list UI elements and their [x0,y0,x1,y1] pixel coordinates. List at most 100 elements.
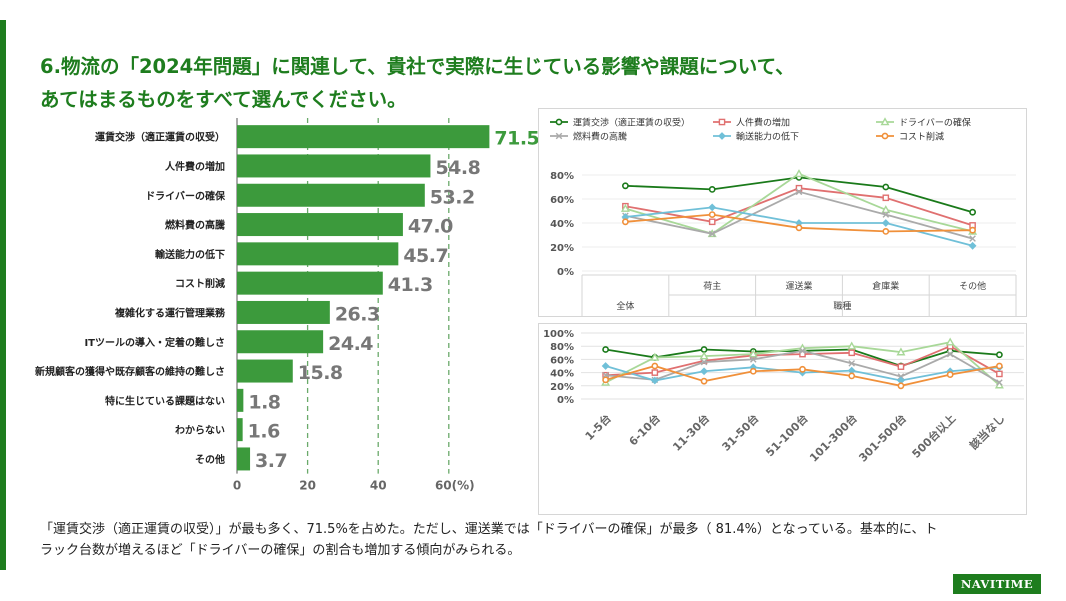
line-point [995,362,1003,370]
bar-value-label: 26.3 [335,303,380,325]
line-point [650,376,659,385]
bar-value-label: 24.4 [328,333,373,355]
line-point [882,228,890,235]
bar-category-label: 燃料費の高騰 [165,219,226,232]
y-tick-label: 0% [557,267,574,278]
line-point [700,377,708,385]
line-point [651,362,659,370]
x-category-label: 11-30台 [670,411,713,454]
bar [237,183,425,207]
bar-category-label: その他 [195,453,225,466]
line-point [995,351,1003,359]
line-point [718,132,726,140]
line-point [945,337,955,346]
bar-chart-x-tick-label: 60(%) [435,479,475,493]
x-category-label: 運送業 [785,280,812,292]
line-point [794,169,804,178]
line-point [897,382,905,390]
bar-chart-x-tick-label: 0 [233,479,241,493]
line-point [946,350,954,358]
line-point [749,356,757,363]
line-point [708,203,717,212]
series-line [625,176,973,214]
page-title-line-1: 6.物流の「2024年問題」に関連して、貴社で実際に生じている影響や課題について… [40,55,795,78]
legend-label: コスト削減 [899,131,944,143]
x-category-label: 荷主 [703,280,721,292]
line-chart-frame [538,108,1027,317]
bar-category-label: 特に生じている課題はない [105,394,225,407]
line-point [749,367,757,375]
line-point [881,205,891,214]
line-point [969,235,976,242]
bar [237,359,293,383]
bar-value-label: 45.7 [403,245,448,267]
line-point [708,186,716,193]
bar-category-label: 新規顧客の獲得や既存顧客の維持の難しさ [35,365,225,378]
x-category-label: 1-5台 [582,411,614,443]
bar-category-label: 運賃交渉（適正運賃の収受） [95,131,225,144]
line-point [602,376,610,384]
bar-chart-x-tick-label: 40 [370,479,387,493]
x-category-label: 500台以上 [909,411,958,460]
bar-value-label: 54.8 [435,157,480,179]
bar-value-label: 1.6 [248,421,280,443]
bar-value-label: 15.8 [298,362,343,384]
bar-category-label: ドライバーの確保 [145,189,226,202]
legend-label: 燃料費の高騰 [573,131,627,143]
bar [237,213,403,237]
line-point [601,362,610,370]
bar-value-label: 53.2 [430,186,475,208]
line-point [848,360,856,367]
y-tick-label: 100% [543,329,574,340]
line-point [897,363,905,370]
bar-category-label: コスト削減 [175,277,225,290]
line-point [700,358,708,366]
line-point [622,218,629,226]
line-point [651,369,659,376]
navitime-logo: NAVITIME [953,574,1041,594]
line-point [968,241,977,250]
bar [237,242,399,266]
line-point [699,351,709,360]
line-point [897,373,905,380]
line-point [881,219,890,227]
legend-label: 輸送能力の低下 [736,131,799,143]
legend-label: ドライバーの確保 [899,117,971,129]
line-point [896,347,906,356]
line-point [996,379,1003,386]
bar [237,330,324,354]
line-chart-by-truck-count: 0%20%40%60%80%100%1-5台 6-10台 11-30台 31-50台 5… [538,323,1027,515]
line-point [700,367,708,376]
line-point [946,371,954,378]
line-point [969,208,976,216]
x-category-group-label: 職種 [833,301,851,312]
bar-value-label: 1.8 [248,391,280,413]
line-point [880,117,890,126]
line-point [708,230,716,238]
bar-category-label: 輸送能力の低下 [155,248,225,261]
accent-bar [0,20,6,570]
line-point [795,188,803,196]
y-tick-label: 20% [550,243,574,254]
line-point [602,346,610,353]
line-point [799,365,806,373]
footnote: 「運賃交渉（適正運賃の収受）」が最も多く、71.5%を占めた。ただし、運送業では… [40,519,1050,561]
line-point [700,346,708,353]
bar [237,125,490,149]
bar-category-label: 複雑化する運行管理業務 [114,306,226,319]
line-point [799,347,806,355]
line-point [996,370,1003,378]
legend-label: 人件費の増加 [736,117,790,129]
bar [237,271,383,295]
x-category-label: 倉庫業 [872,280,899,292]
bar-category-label: わからない [175,425,225,437]
page-title-line-2: あてはまるものをすべて選んでください。 [40,88,407,111]
line-point [881,132,889,140]
line-point [555,118,563,126]
bar-category-label: ITツールの導入・定着の難しさ [84,336,225,349]
line-chart-frame [538,323,1027,515]
line-point [748,349,758,358]
y-tick-label: 60% [550,195,574,206]
line-point [847,341,857,350]
